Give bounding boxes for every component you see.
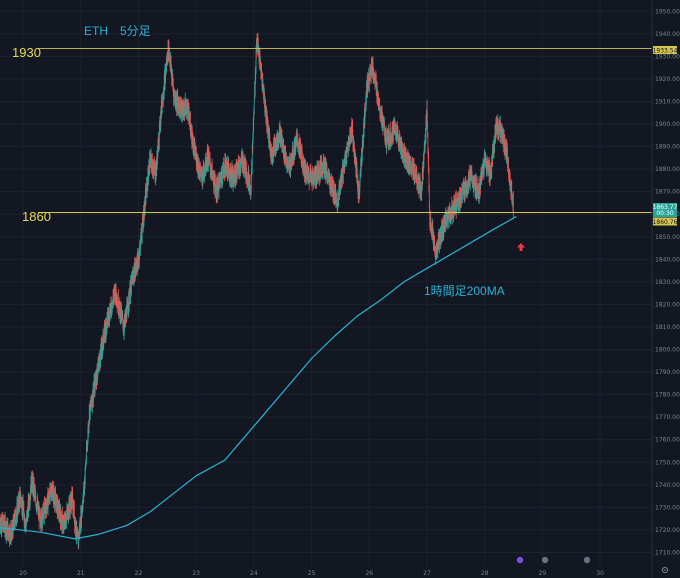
y-tick-label: 1900.00 — [655, 121, 680, 128]
event-marker-icon[interactable] — [516, 556, 524, 564]
y-tick-label: 1920.00 — [655, 76, 680, 83]
level-lines — [38, 47, 652, 213]
y-tick-label: 1950.00 — [655, 8, 680, 15]
y-tick-label: 1770.00 — [655, 414, 680, 421]
y-tick-label: 1840.00 — [655, 256, 680, 263]
y-tick-label: 1740.00 — [655, 482, 680, 489]
x-tick-label: 30 — [596, 570, 604, 577]
up-arrow-icon — [517, 243, 525, 251]
x-tick-label: 23 — [192, 570, 200, 577]
y-tick-label: 1870.00 — [655, 189, 680, 196]
svg-text:1933.54: 1933.54 — [653, 47, 678, 54]
flag-icon[interactable] — [541, 556, 549, 564]
y-tick-label: 1880.00 — [655, 166, 680, 173]
y-tick-label: 1890.00 — [655, 144, 680, 151]
svg-text:1860.76: 1860.76 — [653, 219, 678, 226]
y-tick-label: 1720.00 — [655, 527, 680, 534]
x-tick-label: 22 — [135, 570, 143, 577]
x-tick-label: 26 — [365, 570, 373, 577]
y-tick-label: 1850.00 — [655, 234, 680, 241]
ma-annotation: 1時間足200MA — [424, 284, 505, 298]
y-tick-label: 1750.00 — [655, 459, 680, 466]
chart-title: ETH 5分足 — [84, 24, 151, 38]
x-tick-label: 29 — [539, 570, 547, 577]
y-tick-label: 1790.00 — [655, 369, 680, 376]
flag-icon[interactable] — [583, 556, 591, 564]
x-tick-label: 28 — [481, 570, 489, 577]
ma-200-line — [0, 215, 517, 540]
y-tick-label: 1930.00 — [655, 53, 680, 60]
candles — [0, 32, 514, 550]
x-tick-label: 21 — [77, 570, 85, 577]
svg-text:00:30: 00:30 — [656, 210, 673, 217]
x-tick-label: 20 — [19, 570, 27, 577]
level-label-1860: 1860 — [22, 209, 51, 224]
price-badge-1860: 1860.76 — [653, 217, 678, 226]
x-tick-label: 24 — [250, 570, 258, 577]
level-label-1930: 1930 — [12, 45, 41, 60]
time-axis[interactable]: 20 21 22 23 24 25 26 27 28 29 30 — [19, 570, 604, 577]
y-tick-label: 1800.00 — [655, 347, 680, 354]
x-tick-label: 25 — [308, 570, 316, 577]
y-tick-label: 1730.00 — [655, 504, 680, 511]
settings-gear-icon[interactable] — [661, 566, 669, 574]
y-tick-label: 1810.00 — [655, 324, 680, 331]
ma-series — [0, 215, 517, 540]
y-tick-label: 1760.00 — [655, 437, 680, 444]
y-tick-label: 1830.00 — [655, 279, 680, 286]
y-tick-label: 1780.00 — [655, 392, 680, 399]
y-tick-label: 1820.00 — [655, 301, 680, 308]
svg-text:1863.77: 1863.77 — [653, 204, 678, 211]
event-markers[interactable] — [516, 556, 591, 564]
x-tick-label: 27 — [423, 570, 431, 577]
y-tick-label: 1910.00 — [655, 98, 680, 105]
y-tick-label: 1710.00 — [655, 549, 680, 556]
price-badge-1933: 1933.54 — [653, 46, 678, 54]
y-tick-label: 1940.00 — [655, 31, 680, 38]
last-price-badge: 1863.77 00:30 — [653, 203, 678, 217]
